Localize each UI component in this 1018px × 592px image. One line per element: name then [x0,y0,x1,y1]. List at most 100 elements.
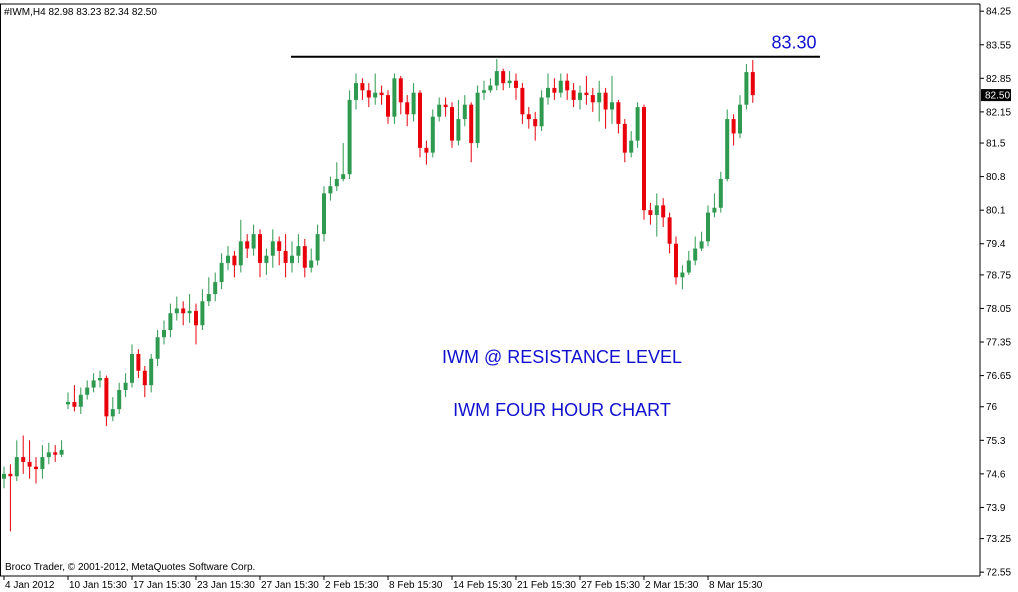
candle-body [66,401,70,405]
x-tick-label: 17 Jan 15:30 [133,580,191,591]
candle-body [398,78,403,103]
candle-body [654,205,659,215]
x-tick-label: 10 Jan 15:30 [69,580,127,591]
candle-body [443,104,448,108]
candle-body [667,217,672,244]
candle-body [546,87,550,98]
candle-body [213,282,218,295]
candle-body [392,78,397,117]
candle-body [731,119,736,134]
candle-body [46,452,51,458]
candle-body [354,83,358,100]
candle-body [72,401,77,407]
candle-body [475,92,480,144]
candle-body [251,234,256,249]
candle-body [309,260,314,268]
candle-body [85,387,90,395]
x-tick-label: 14 Feb 15:30 [453,580,512,591]
candle-body [219,262,224,283]
candle-body [91,380,96,388]
candle-body [142,370,147,386]
candle-body [456,119,461,141]
candle-body [110,409,115,417]
candle-body [334,179,339,187]
candle-body [622,123,627,153]
candle-body [494,71,499,86]
candle-body [584,92,589,96]
candle-body [712,207,717,213]
candle-body [405,102,410,115]
candle-body [514,80,518,88]
y-tick-label: 78.05 [986,304,1011,315]
current-price-label: 82.50 [985,91,1010,102]
candle-body [8,473,13,477]
footer: Broco Trader, © 2001-2012, MetaQuotes So… [5,562,255,573]
candle-body [379,92,384,96]
candle-body [162,330,166,338]
candle-body [264,255,269,263]
candle-body [123,382,128,390]
x-tick-label: 8 Mar 15:30 [709,580,763,591]
candle-body [590,95,595,103]
y-tick-label: 75.3 [986,436,1006,447]
candle-body [469,104,474,144]
candle-body [686,260,691,273]
candle-body [462,104,467,120]
candle-body [725,119,730,180]
candle-body [661,205,666,218]
y-tick-label: 73.9 [986,503,1006,514]
candle-body [168,313,173,331]
candle-body [117,389,122,410]
candle-body [450,107,454,141]
candle-body [418,92,422,148]
candle-body [277,241,282,251]
y-tick-label: 80.1 [986,206,1006,217]
candle-body [290,255,294,263]
candle-body [539,97,544,127]
candle-body [693,248,698,261]
candle-body [565,80,570,91]
candle-body [136,354,141,371]
candle-body [296,246,301,256]
candle-body [520,87,525,115]
y-tick-label: 77.35 [986,338,1011,349]
candle-body [2,473,6,479]
candle-body [341,174,346,180]
candle-body [616,102,621,124]
candle-body [526,114,531,120]
candle-body [674,243,678,278]
candle-body [194,310,198,326]
candle-body [642,107,646,211]
candle-body [347,99,352,175]
y-tick-label: 72.55 [986,568,1011,579]
candle-body [21,457,26,462]
candle-body [373,92,378,98]
y-tick-label: 73.25 [986,534,1011,545]
candle-body [706,212,710,242]
candle-body [718,179,723,208]
candle-body [552,87,557,93]
candle-body [14,457,19,477]
chart-header: #IWM,H4 82.98 83.23 82.34 82.50 [4,7,157,18]
candle-body [27,461,32,467]
current-price-box [981,89,1011,102]
annotation: IWM FOUR HOUR CHART [453,400,671,420]
candle-body [411,92,416,115]
candle-body [680,272,685,278]
y-tick-label: 76 [986,402,998,413]
x-tick-label: 27 Jan 15:30 [261,580,319,591]
candle-body [149,358,154,386]
candle-body [360,83,365,91]
candle-body [59,449,64,455]
candle-body [270,241,275,256]
candle-body [315,234,320,261]
x-tick-label: 23 Jan 15:30 [197,580,255,591]
candle-body [181,308,186,314]
y-tick-label: 82.85 [986,74,1011,85]
x-tick-label: 2 Feb 15:30 [325,580,379,591]
candle-body [34,466,38,470]
candle-body [206,294,211,302]
candle-body [258,234,262,263]
